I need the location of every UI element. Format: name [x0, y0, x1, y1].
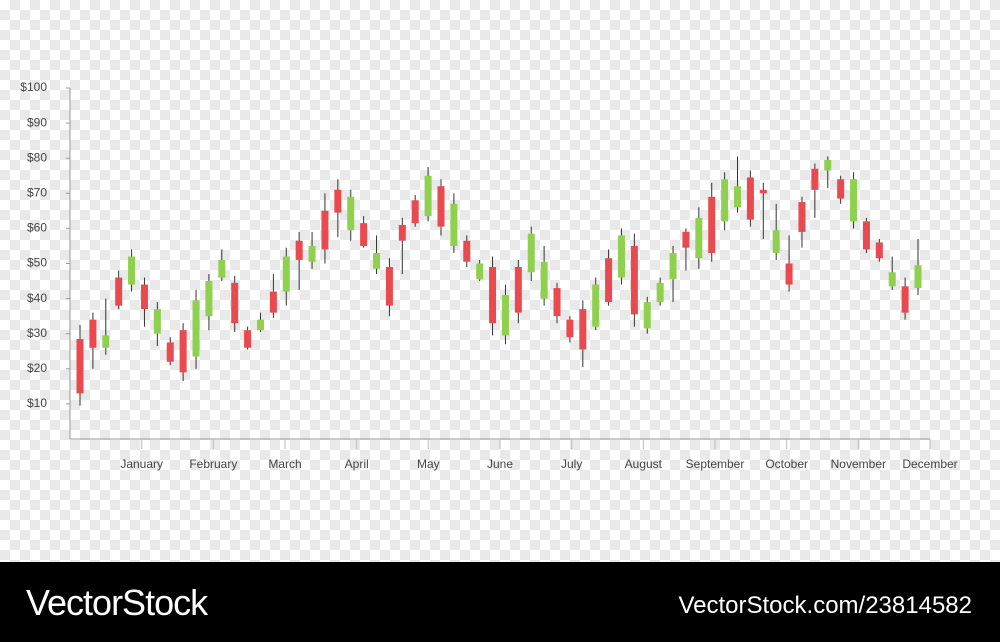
y-tick-label: $80 — [27, 150, 47, 164]
candle-body — [914, 265, 922, 289]
candle-body — [76, 338, 84, 394]
candle-body — [476, 263, 484, 280]
candle-body — [411, 200, 419, 224]
candle-body — [128, 256, 136, 285]
candle-body — [514, 267, 522, 313]
candle-body — [630, 245, 638, 315]
x-tick-label: March — [268, 457, 301, 471]
candle-body — [102, 335, 110, 348]
candle-body — [669, 252, 677, 280]
candle-body — [140, 284, 148, 310]
y-tick-label: $40 — [27, 291, 47, 305]
chart: $10 $20 $30 $40 $50 $60 $70 $80 $90 $100 January Fe… — [20, 80, 957, 471]
x-tick-label: October — [765, 457, 808, 471]
candle-body — [901, 286, 909, 313]
y-tick-label: $100 — [20, 80, 47, 94]
candle-body — [360, 223, 368, 246]
candle-body — [850, 179, 858, 222]
candle-body — [166, 342, 174, 362]
candle-body — [592, 284, 600, 327]
candle-body — [437, 186, 445, 227]
x-tick-label: November — [831, 457, 886, 471]
candle-body — [269, 291, 277, 313]
x-tick-label: July — [561, 457, 582, 471]
x-tick-label: February — [189, 457, 237, 471]
candle-body — [153, 309, 161, 334]
candle-body — [308, 245, 316, 262]
candle-body — [231, 282, 239, 324]
candle-body — [540, 261, 548, 299]
candle-body — [888, 272, 896, 287]
candle-body — [875, 242, 883, 259]
candle-body — [205, 281, 213, 317]
candle-body — [450, 203, 458, 246]
image-id: VectorStock.com/23814582 — [678, 592, 972, 619]
candle-body — [424, 175, 432, 217]
candle-body — [553, 288, 561, 317]
candle-body — [824, 159, 832, 171]
candle-body — [579, 309, 587, 350]
candle-body — [192, 300, 200, 357]
candle-body — [89, 319, 97, 348]
candle-body — [682, 231, 690, 248]
candle-body — [256, 319, 264, 331]
candle-body — [385, 267, 393, 306]
candle-body — [501, 295, 509, 336]
candle-body — [347, 196, 355, 231]
candle-body — [798, 202, 806, 232]
candle-body — [244, 330, 252, 348]
candle-body — [321, 210, 329, 250]
candle-body — [811, 168, 819, 190]
candle-body — [527, 233, 535, 273]
y-tick-label: $10 — [27, 396, 47, 410]
x-tick-label: August — [625, 457, 663, 471]
brand: VectorStock — [26, 582, 208, 623]
candle-body — [734, 186, 742, 208]
y-tick-label: $50 — [27, 256, 47, 270]
watermark-band: VectorStock VectorStock.com/23814582 — [0, 562, 1000, 642]
candle-body — [656, 282, 664, 303]
y-tick-label: $70 — [27, 185, 47, 199]
candle-body — [862, 221, 870, 250]
candle-body — [334, 189, 342, 213]
x-tick-label: December — [902, 457, 957, 471]
x-tick-label: May — [417, 457, 440, 471]
candle-body — [785, 263, 793, 285]
candle-body — [708, 196, 716, 253]
candle-body — [837, 179, 845, 199]
candle-body — [489, 267, 497, 324]
candle-body — [759, 189, 767, 194]
candle-body — [463, 240, 471, 262]
candle-body — [617, 235, 625, 278]
y-tick-label: $30 — [27, 326, 47, 340]
candle-body — [643, 302, 651, 329]
x-tick-label: April — [345, 457, 369, 471]
candle-body — [373, 252, 381, 269]
x-tick-label: September — [686, 457, 745, 471]
candle-body — [746, 177, 754, 220]
candle-body — [282, 256, 290, 292]
candle-body — [218, 259, 226, 278]
y-tick-label: $60 — [27, 221, 47, 235]
candle-body — [179, 330, 187, 373]
candle-body — [721, 179, 729, 222]
candle-body — [398, 224, 406, 241]
candle-body — [295, 240, 303, 260]
candle-body — [566, 319, 574, 338]
y-tick-label: $90 — [27, 115, 47, 129]
x-tick-label: June — [487, 457, 513, 471]
candle-body — [605, 258, 613, 303]
y-tick-label: $20 — [27, 361, 47, 375]
candle-body — [695, 217, 703, 259]
candle-body — [115, 277, 123, 306]
candle-body — [772, 230, 780, 253]
x-tick-label: January — [120, 457, 163, 471]
